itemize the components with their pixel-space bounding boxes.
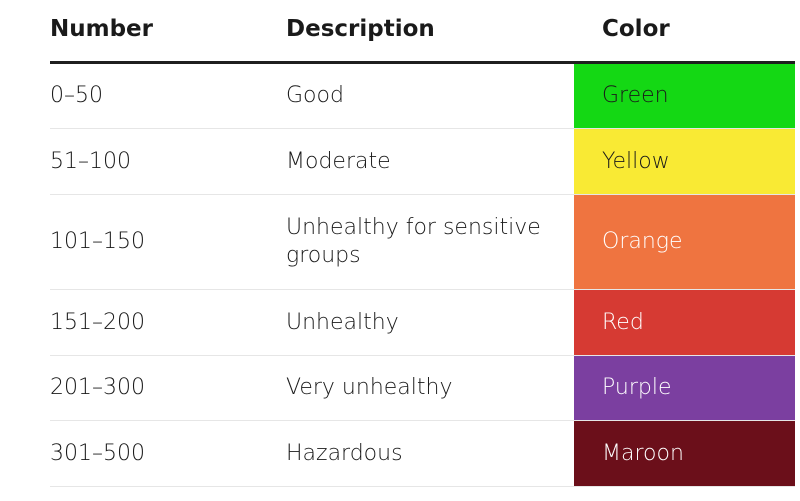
header-cell: Number (50, 15, 153, 42)
header-cell: Description (286, 15, 435, 42)
number-cell: 201–300 (50, 375, 145, 400)
color-cell: Maroon (574, 421, 795, 486)
table-row: 201–300 Very unhealthy Purple (50, 356, 795, 421)
color-cell: Yellow (574, 129, 795, 194)
color-cell: Green (574, 64, 795, 128)
number-cell: 0–50 (50, 83, 103, 108)
description-cell: Good (286, 83, 344, 108)
aqi-table: Number Description Color 0–50 Good Green… (50, 0, 795, 487)
table-row: 51–100 Moderate Yellow (50, 129, 795, 195)
number-cell: 51–100 (50, 148, 131, 174)
header-cell: Color (602, 15, 670, 42)
description-cell: Hazardous (286, 440, 403, 466)
table-row: 101–150 Unhealthy for sensitive groups O… (50, 195, 795, 290)
description-cell: Very unhealthy (286, 375, 453, 400)
description-cell: Unhealthy for sensitive groups (286, 215, 541, 268)
color-cell: Purple (574, 356, 795, 420)
number-cell: 151–200 (50, 309, 145, 335)
number-cell: 301–500 (50, 440, 145, 466)
header-row: Number Description Color (50, 0, 795, 64)
description-cell: Unhealthy (286, 309, 399, 335)
table-row: 0–50 Good Green (50, 64, 795, 129)
table-row: 151–200 Unhealthy Red (50, 290, 795, 356)
color-cell: Orange (574, 195, 795, 289)
number-cell: 101–150 (50, 229, 145, 254)
table-row: 301–500 Hazardous Maroon (50, 421, 795, 487)
color-cell: Red (574, 290, 795, 355)
description-cell: Moderate (286, 148, 391, 174)
